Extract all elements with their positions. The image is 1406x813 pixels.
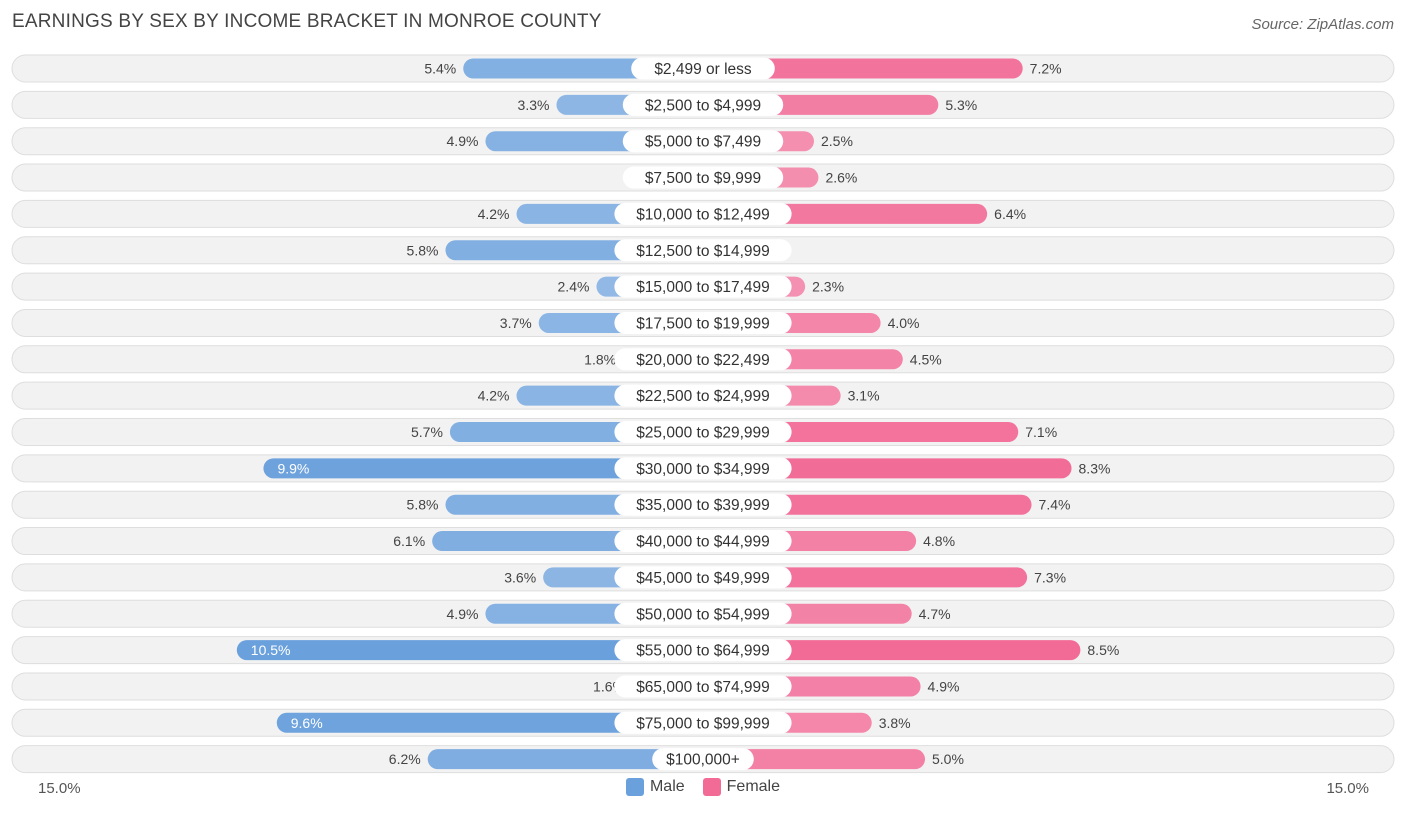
female-value-label: 2.3%	[812, 279, 844, 295]
category-pill	[614, 639, 792, 662]
female-value-label: 2.5%	[821, 133, 853, 149]
male-value-label: 9.9%	[277, 460, 309, 476]
female-value-label: 8.5%	[1087, 642, 1119, 658]
female-value-label: 6.4%	[994, 206, 1026, 222]
legend: Male Female	[0, 778, 1406, 796]
legend-item-female[interactable]: Female	[702, 778, 781, 796]
female-value-label: 8.3%	[1079, 460, 1111, 476]
legend-swatch-male	[625, 778, 644, 796]
male-value-label: 5.7%	[411, 424, 443, 440]
female-bar	[703, 58, 1023, 79]
category-pill	[614, 311, 792, 334]
male-value-label: 1.8%	[584, 351, 616, 367]
category-label: $75,000 to $99,999	[636, 715, 770, 732]
category-label: $100,000+	[666, 752, 740, 769]
category-pill	[614, 530, 792, 553]
female-value-label: 4.5%	[910, 351, 942, 367]
male-value-label: 6.1%	[393, 533, 425, 549]
category-pill	[614, 457, 792, 480]
category-label: $25,000 to $29,999	[636, 425, 770, 442]
axis-left-label: 15.0%	[38, 780, 81, 797]
category-label: $5,000 to $7,499	[645, 134, 761, 151]
category-pill	[614, 675, 792, 698]
category-label: $20,000 to $22,499	[636, 352, 770, 369]
male-value-label: 9.6%	[291, 715, 323, 731]
category-label: $10,000 to $12,499	[636, 206, 770, 223]
category-pill	[622, 166, 784, 189]
male-value-label: 4.9%	[447, 133, 479, 149]
male-value-label: 4.9%	[447, 606, 479, 622]
male-bar	[427, 749, 703, 770]
category-label: $35,000 to $39,999	[636, 497, 770, 514]
male-value-label: 5.4%	[424, 61, 456, 77]
category-pill	[622, 130, 784, 153]
category-label: $30,000 to $34,999	[636, 461, 770, 478]
female-bar	[703, 458, 1072, 479]
category-label: $7,500 to $9,999	[645, 170, 761, 187]
category-pill	[614, 202, 792, 225]
axis-right-label: 15.0%	[1326, 780, 1369, 797]
female-value-label: 7.1%	[1025, 424, 1057, 440]
category-pill	[622, 93, 784, 116]
female-value-label: 4.8%	[923, 533, 955, 549]
category-label: $45,000 to $49,999	[636, 570, 770, 587]
female-value-label: 7.3%	[1034, 569, 1066, 585]
male-value-label: 5.8%	[407, 242, 439, 258]
category-label: $15,000 to $17,499	[636, 279, 770, 296]
female-value-label: 4.0%	[888, 315, 920, 331]
category-pill	[614, 711, 792, 734]
female-bar	[703, 640, 1081, 661]
category-pill	[614, 493, 792, 516]
male-value-label: 4.2%	[478, 388, 510, 404]
female-value-label: 3.8%	[879, 715, 911, 731]
male-value-label: 5.8%	[407, 497, 439, 513]
category-pill	[631, 57, 775, 80]
male-bar	[263, 458, 703, 479]
female-value-label: 2.6%	[825, 170, 857, 186]
category-pill	[614, 348, 792, 371]
male-value-label: 6.2%	[389, 751, 421, 767]
category-label: $65,000 to $74,999	[636, 679, 770, 696]
female-value-label: 7.2%	[1030, 61, 1062, 77]
category-label: $55,000 to $64,999	[636, 643, 770, 660]
category-label: $17,500 to $19,999	[636, 315, 770, 332]
female-value-label: 4.7%	[919, 606, 951, 622]
female-bar	[703, 749, 925, 770]
category-pill	[614, 239, 792, 262]
category-pill	[614, 384, 792, 407]
legend-label-female: Female	[726, 778, 781, 795]
female-value-label: 5.0%	[932, 751, 964, 767]
female-value-label: 4.9%	[928, 678, 960, 694]
category-pill	[614, 602, 792, 625]
male-value-label: 3.6%	[504, 569, 536, 585]
legend-label-male: Male	[649, 778, 685, 795]
category-pill	[614, 566, 792, 589]
category-label: $50,000 to $54,999	[636, 606, 770, 623]
category-label: $40,000 to $44,999	[636, 534, 770, 551]
category-pill	[614, 275, 792, 298]
female-value-label: 3.1%	[848, 388, 880, 404]
male-value-label: 3.7%	[500, 315, 532, 331]
female-value-label: 7.4%	[1039, 497, 1071, 513]
male-bar	[236, 640, 704, 661]
chart-title: EARNINGS BY SEX BY INCOME BRACKET IN MON…	[12, 11, 602, 32]
legend-item-male[interactable]: Male	[625, 778, 685, 796]
male-value-label: 3.3%	[518, 97, 550, 113]
category-label: $2,500 to $4,999	[645, 97, 761, 114]
male-bar	[276, 712, 703, 733]
male-value-label: 2.4%	[558, 279, 590, 295]
category-label: $12,500 to $14,999	[636, 243, 770, 260]
male-value-label: 4.2%	[478, 206, 510, 222]
category-label: $2,499 or less	[654, 61, 752, 78]
chart-source: Source: ZipAtlas.com	[1251, 16, 1394, 33]
female-value-label: 5.3%	[945, 97, 977, 113]
male-value-label: 10.5%	[251, 642, 291, 658]
category-pill	[652, 748, 754, 771]
category-label: $22,500 to $24,999	[636, 388, 770, 405]
category-pill	[614, 421, 792, 443]
legend-swatch-female	[702, 778, 721, 796]
